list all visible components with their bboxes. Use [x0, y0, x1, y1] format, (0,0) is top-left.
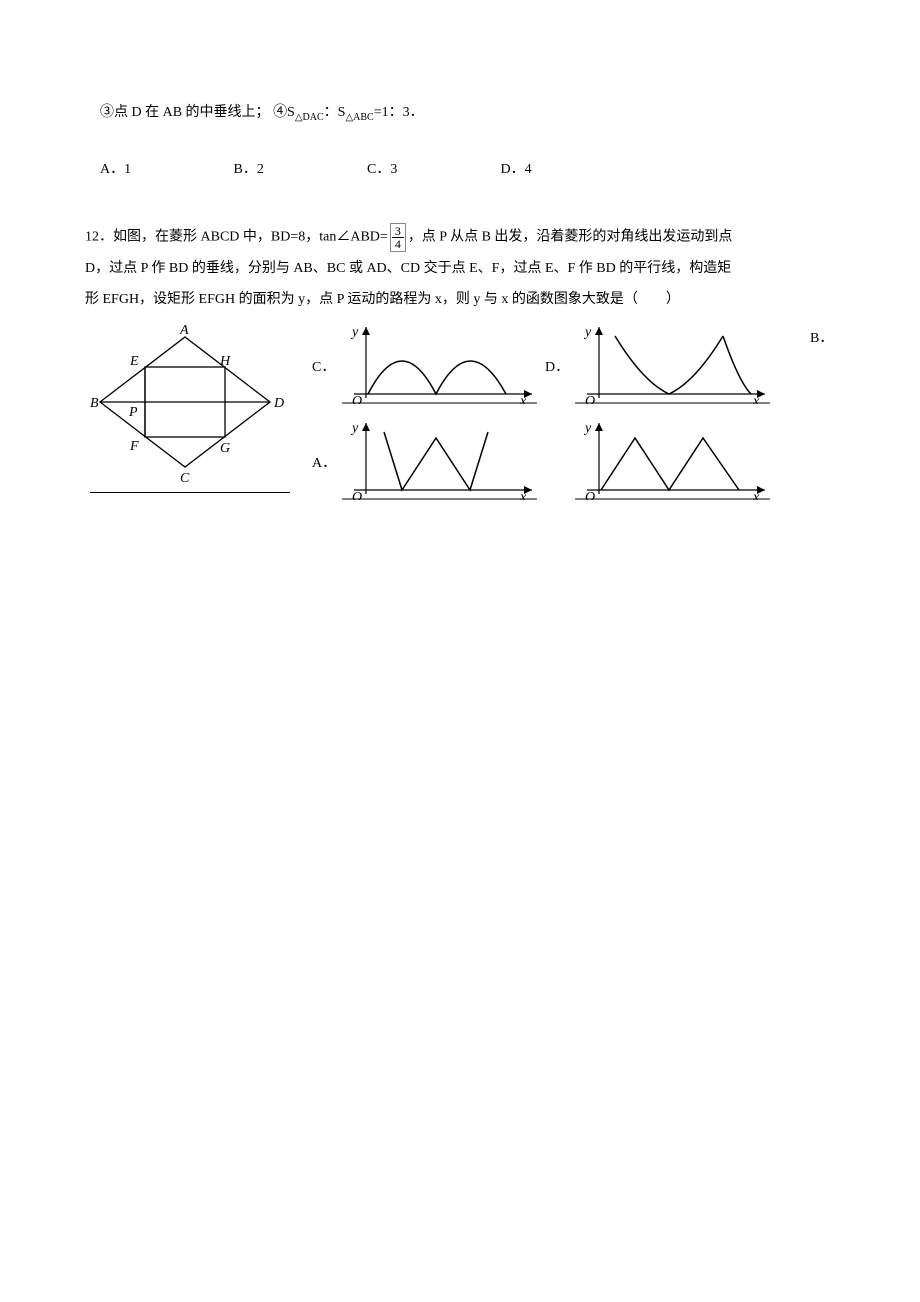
- q11-choice-b: B．2: [234, 157, 364, 184]
- label-B: B．: [810, 318, 840, 353]
- svg-text:y: y: [583, 421, 592, 436]
- svg-text:y: y: [350, 325, 359, 340]
- q11-choice-c: C．3: [367, 157, 497, 184]
- q12-line3: 形 EFGH，设矩形 EFGH 的面积为 y，点 P 运动的路程为 x，则 y …: [85, 287, 840, 314]
- label-F: F: [129, 439, 139, 454]
- graph-A: y O x: [342, 418, 537, 511]
- label-D: D: [273, 396, 284, 411]
- q12-diagrams: A B D C E P F H G C． y: [80, 322, 840, 511]
- fraction-3-4: 34: [390, 223, 406, 252]
- label-C: C．: [312, 355, 342, 382]
- graph-D: y O x: [575, 322, 770, 415]
- label-G: G: [220, 441, 230, 456]
- label-A: A．: [312, 451, 342, 478]
- q11-statements: ③点 D 在 AB 的中垂线上； ④S△DAC：S△ABC=1：3．: [100, 100, 840, 127]
- label-H: H: [219, 354, 231, 369]
- svg-text:y: y: [350, 421, 359, 436]
- svg-text:y: y: [583, 325, 592, 340]
- q11-stmt3: ③点 D 在 AB 的中垂线上；: [100, 105, 270, 120]
- label-A: A: [179, 323, 189, 338]
- graph-B: y O x: [575, 418, 770, 511]
- label-C: C: [180, 471, 190, 486]
- graph-C: y O x: [342, 322, 537, 415]
- q11-stmt4: ④S△DAC：S△ABC=1：3．: [273, 105, 424, 120]
- graph-grid: C． y O x D．: [304, 322, 840, 511]
- rhombus-figure: A B D C E P F H G: [90, 322, 290, 493]
- q11-choices: A．1 B．2 C．3 D．4: [100, 157, 840, 184]
- q11-choice-d: D．4: [501, 157, 631, 184]
- label-E: E: [129, 354, 139, 369]
- label-B: B: [90, 396, 99, 411]
- label-D: D．: [545, 355, 575, 382]
- q11-choice-a: A．1: [100, 157, 230, 184]
- q12-line1: 12．如图，在菱形 ABCD 中，BD=8，tan∠ABD=34，点 P 从点 …: [85, 223, 840, 252]
- label-P: P: [128, 405, 138, 420]
- q12-line2: D，过点 P 作 BD 的垂线，分别与 AB、BC 或 AD、CD 交于点 E、…: [85, 256, 840, 283]
